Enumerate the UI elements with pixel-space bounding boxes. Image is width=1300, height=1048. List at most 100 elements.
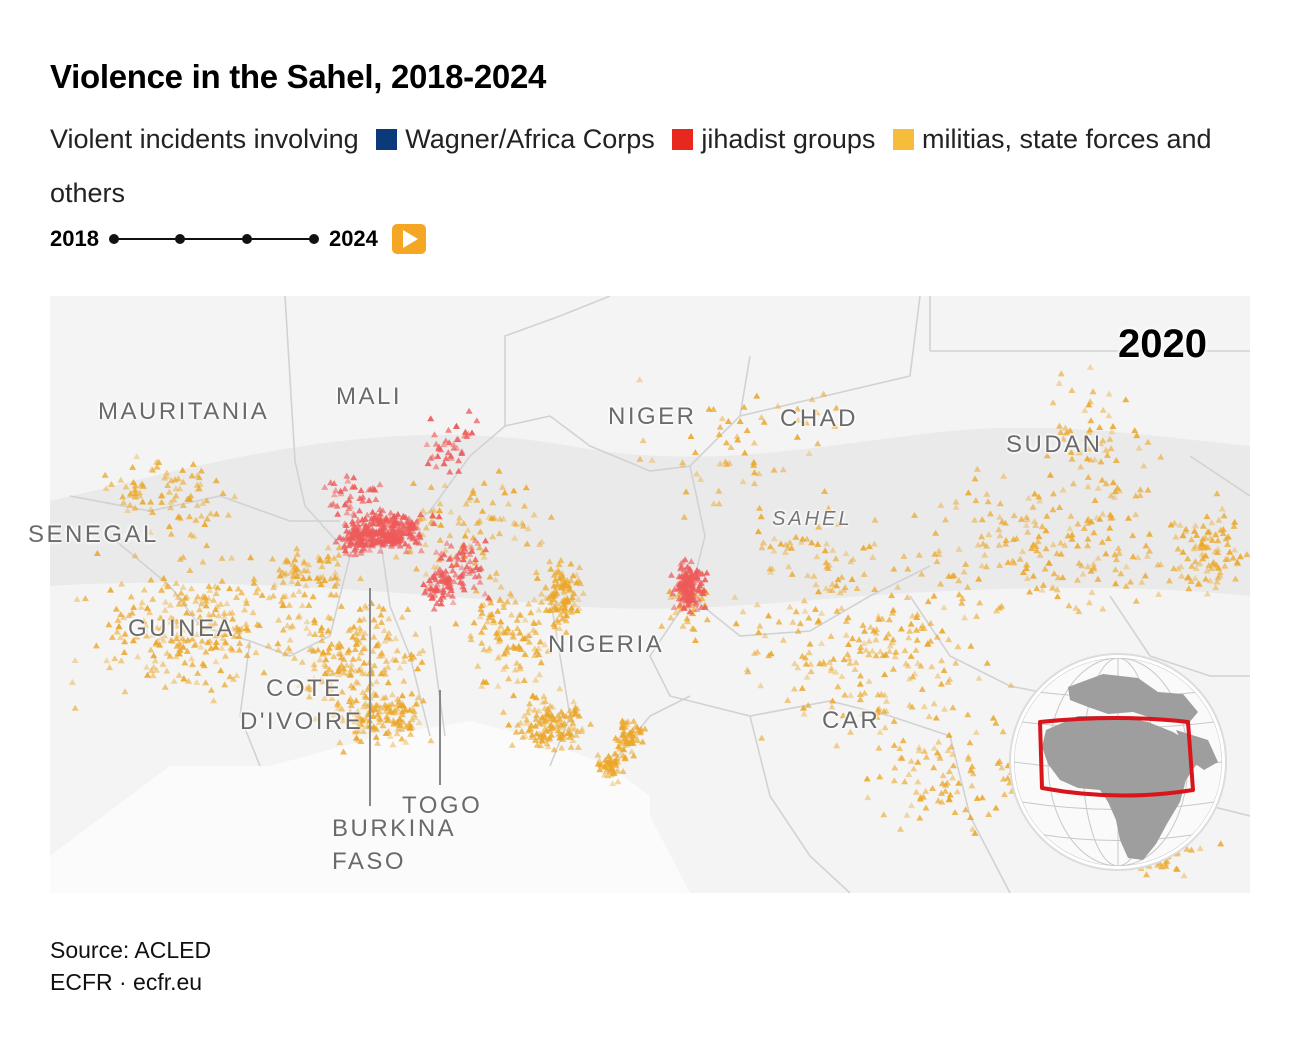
- incident-marker: [952, 503, 960, 510]
- incident-marker: [193, 631, 201, 638]
- incident-marker: [1069, 480, 1077, 487]
- incident-marker: [1066, 525, 1074, 532]
- incident-marker: [758, 544, 766, 551]
- incident-marker: [105, 621, 113, 628]
- incident-marker: [188, 472, 196, 479]
- incident-marker: [857, 672, 864, 679]
- incident-marker: [985, 811, 993, 817]
- incident-marker: [197, 467, 205, 474]
- incident-marker: [455, 519, 463, 526]
- incident-marker: [917, 793, 925, 800]
- incident-marker: [874, 612, 882, 619]
- incident-marker: [360, 545, 368, 552]
- timeline-stop[interactable]: [174, 234, 185, 244]
- incident-marker: [143, 604, 151, 611]
- incident-marker: [520, 677, 528, 683]
- incident-marker: [1068, 387, 1076, 393]
- timeline-stop[interactable]: [308, 234, 319, 244]
- incident-marker: [525, 638, 533, 645]
- incident-marker: [437, 571, 445, 578]
- incident-marker: [206, 637, 214, 644]
- incident-marker: [718, 415, 726, 422]
- incident-marker: [497, 622, 505, 629]
- incident-marker: [1231, 546, 1239, 553]
- incident-marker: [279, 593, 287, 600]
- incident-marker: [391, 513, 399, 520]
- legend-item-wagner: Wagner/Africa Corps: [366, 124, 655, 154]
- incident-marker: [222, 652, 229, 659]
- incident-marker: [495, 638, 503, 645]
- timeline-stop[interactable]: [108, 234, 119, 244]
- timeline-track[interactable]: [108, 229, 319, 249]
- incident-marker: [1049, 541, 1057, 548]
- incident-marker: [693, 573, 701, 580]
- incident-marker: [949, 751, 957, 757]
- incident-marker: [414, 694, 422, 701]
- incident-marker: [685, 602, 693, 609]
- incident-marker: [144, 671, 151, 678]
- incident-marker: [503, 598, 511, 605]
- incident-marker: [945, 768, 953, 775]
- incident-marker: [389, 741, 397, 748]
- incident-marker: [392, 656, 400, 663]
- incident-marker: [337, 487, 345, 494]
- incident-marker: [448, 562, 456, 569]
- incident-marker: [217, 600, 225, 607]
- incident-marker: [344, 477, 352, 484]
- incident-marker: [478, 602, 485, 609]
- incident-marker: [983, 659, 991, 666]
- incident-marker: [113, 628, 121, 635]
- incident-marker: [388, 691, 396, 698]
- incident-marker: [535, 618, 543, 625]
- incident-marker: [897, 825, 904, 832]
- incident-marker: [1023, 575, 1031, 581]
- incident-marker: [334, 575, 342, 582]
- incident-marker: [175, 639, 183, 646]
- incident-marker: [107, 480, 115, 487]
- incident-marker: [121, 688, 129, 695]
- incident-marker: [324, 544, 332, 551]
- incident-marker: [753, 601, 761, 608]
- incident-marker: [1029, 503, 1037, 510]
- incident-marker: [424, 460, 432, 467]
- incident-marker: [680, 574, 688, 581]
- incident-marker: [766, 543, 774, 550]
- incident-marker: [613, 736, 621, 743]
- country-label-togo: TOGO: [402, 792, 483, 819]
- incident-marker: [897, 625, 905, 632]
- incident-marker: [920, 625, 928, 631]
- incident-marker: [115, 623, 123, 630]
- incident-marker: [1193, 531, 1201, 538]
- incident-marker: [340, 665, 348, 672]
- incident-marker: [153, 666, 161, 673]
- play-button[interactable]: [391, 224, 426, 254]
- incident-marker: [417, 511, 425, 518]
- incident-marker: [496, 597, 504, 603]
- incident-marker: [1191, 527, 1198, 534]
- incident-marker: [913, 611, 921, 618]
- incident-marker: [1195, 580, 1203, 587]
- incident-marker: [1076, 447, 1084, 454]
- incident-marker: [436, 536, 444, 543]
- incident-marker: [1216, 569, 1224, 576]
- incident-marker: [193, 679, 201, 685]
- incident-marker: [325, 644, 333, 651]
- incident-marker: [952, 498, 960, 505]
- incident-marker: [998, 764, 1006, 771]
- incident-marker: [791, 660, 799, 667]
- incident-marker: [967, 767, 975, 774]
- incident-marker: [305, 574, 313, 581]
- incident-marker: [470, 583, 478, 590]
- incident-marker: [853, 585, 861, 591]
- incident-marker: [855, 636, 863, 643]
- incident-marker: [192, 641, 200, 647]
- incident-marker: [955, 545, 963, 552]
- incident-marker: [347, 702, 355, 708]
- incident-marker: [756, 504, 763, 511]
- timeline-stop[interactable]: [241, 234, 252, 244]
- incident-marker: [774, 402, 782, 409]
- incident-marker: [691, 637, 699, 643]
- incident-marker: [316, 557, 324, 564]
- incident-marker: [347, 551, 355, 558]
- incident-marker: [383, 633, 391, 640]
